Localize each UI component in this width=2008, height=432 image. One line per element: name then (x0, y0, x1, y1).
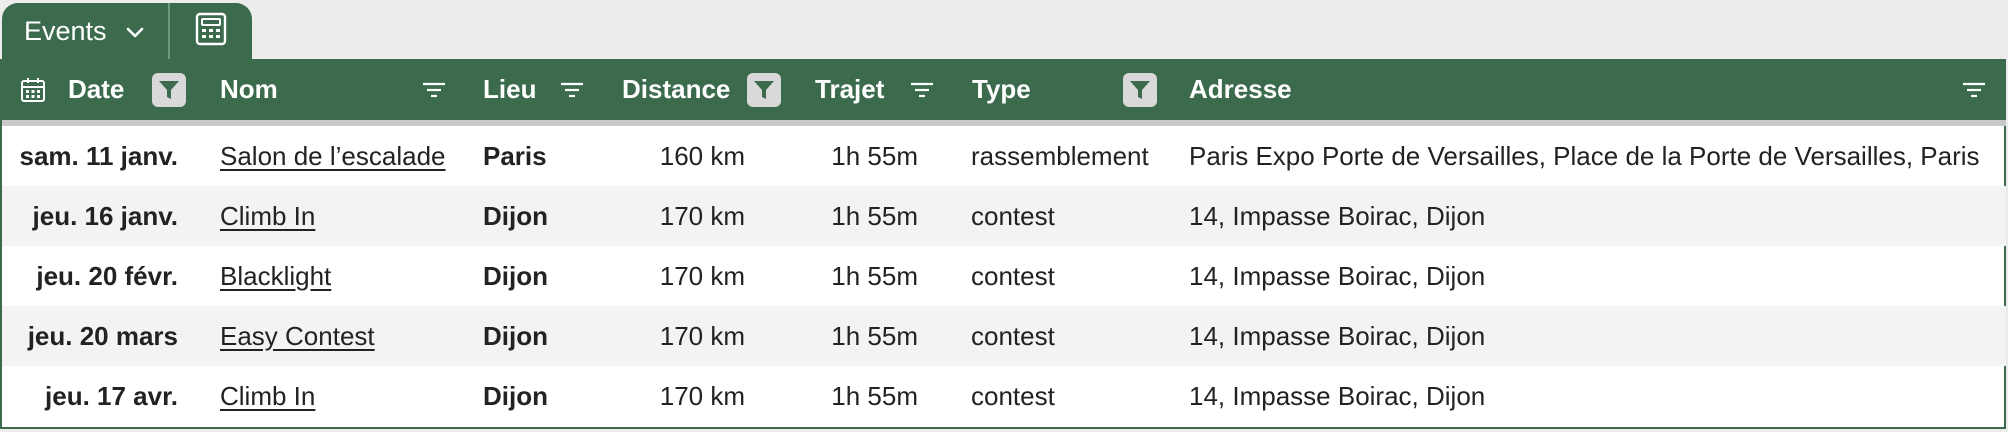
filter-button-date[interactable] (152, 59, 186, 120)
table-row[interactable]: sam. 11 janv. Salon de l’escalade Paris … (2, 126, 2006, 186)
calculator-icon (194, 12, 228, 51)
tab-events-label: Events (24, 16, 107, 46)
event-link[interactable]: Climb In (220, 200, 316, 231)
table-row[interactable]: jeu. 16 janv. Climb In Dijon 170 km 1h 5… (2, 186, 2006, 246)
tab-group: Events (2, 3, 252, 60)
cell-date: sam. 11 janv. (19, 140, 178, 171)
column-label-type: Type (972, 74, 1031, 104)
chevron-down-icon (125, 25, 145, 39)
tab-calculator[interactable] (170, 3, 252, 60)
cell-lieu: Paris (483, 140, 547, 171)
cell-type: contest (971, 260, 1055, 291)
cell-nom: Climb In (220, 366, 315, 426)
column-label-nom: Nom (220, 74, 278, 104)
cell-adresse: 14, Impasse Boirac, Dijon (1189, 260, 1486, 291)
filter-button-distance[interactable] (747, 59, 781, 120)
cell-adresse: 14, Impasse Boirac, Dijon (1189, 320, 1486, 351)
sort-lines-icon (421, 80, 447, 100)
sort-lines-icon (909, 80, 935, 100)
table-row[interactable]: jeu. 20 mars Easy Contest Dijon 170 km 1… (2, 306, 2006, 366)
column-label-lieu: Lieu (483, 74, 537, 104)
event-link[interactable]: Blacklight (220, 260, 332, 291)
event-link[interactable]: Climb In (220, 380, 316, 411)
cell-trajet: 1h 55m (831, 260, 918, 291)
event-link[interactable]: Salon de l’escalade (220, 140, 446, 171)
events-table: Date Nom Lieu (0, 59, 2006, 429)
filter-funnel-icon (152, 72, 186, 107)
cell-distance: 170 km (659, 380, 745, 411)
sort-lines-icon (559, 80, 585, 100)
sort-button-adresse[interactable] (1961, 59, 1987, 120)
cell-nom: Climb In (220, 186, 315, 246)
column-header-type[interactable]: Type (972, 59, 1031, 120)
column-label-trajet: Trajet (815, 74, 885, 104)
cell-date: jeu. 20 févr. (36, 260, 178, 291)
column-header-trajet[interactable]: Trajet (815, 59, 884, 120)
sort-button-nom[interactable] (421, 59, 447, 120)
column-header-nom[interactable]: Nom (220, 59, 278, 120)
cell-trajet: 1h 55m (831, 140, 918, 171)
cell-adresse: 14, Impasse Boirac, Dijon (1189, 380, 1486, 411)
cell-type: contest (971, 320, 1055, 351)
cell-nom: Easy Contest (220, 306, 375, 366)
cell-date: jeu. 16 janv. (32, 200, 178, 231)
cell-distance: 170 km (659, 200, 745, 231)
tab-events[interactable]: Events (2, 3, 170, 60)
event-link[interactable]: Easy Contest (220, 320, 375, 351)
column-header-adresse[interactable]: Adresse (1189, 59, 1292, 120)
filter-funnel-icon (747, 72, 781, 107)
cell-trajet: 1h 55m (831, 380, 918, 411)
filter-button-type[interactable] (1123, 59, 1157, 120)
cell-type: rassemblement (971, 140, 1149, 171)
cell-trajet: 1h 55m (831, 320, 918, 351)
cell-distance: 170 km (659, 320, 745, 351)
tab-strip: Events (0, 0, 2008, 60)
header-divider (2, 120, 2006, 126)
cell-distance: 160 km (659, 140, 745, 171)
column-label-adresse: Adresse (1189, 74, 1292, 104)
cell-date: jeu. 20 mars (27, 320, 178, 351)
calendar-icon (20, 77, 46, 103)
column-header-lieu[interactable]: Lieu (483, 59, 536, 120)
cell-adresse: 14, Impasse Boirac, Dijon (1189, 200, 1486, 231)
cell-adresse: Paris Expo Porte de Versailles, Place de… (1189, 140, 1980, 171)
cell-nom: Salon de l’escalade (220, 126, 446, 186)
cell-type: contest (971, 380, 1055, 411)
filter-funnel-icon (1123, 72, 1157, 107)
cell-lieu: Dijon (483, 380, 548, 411)
table-row[interactable]: jeu. 20 févr. Blacklight Dijon 170 km 1h… (2, 246, 2006, 306)
sort-button-trajet[interactable] (909, 59, 935, 120)
cell-lieu: Dijon (483, 260, 548, 291)
cell-nom: Blacklight (220, 246, 331, 306)
table-header: Date Nom Lieu (2, 59, 2006, 120)
cell-date: jeu. 17 avr. (45, 380, 178, 411)
column-header-distance[interactable]: Distance (622, 59, 730, 120)
column-header-date[interactable]: Date (20, 59, 124, 120)
cell-lieu: Dijon (483, 200, 548, 231)
table-row[interactable]: jeu. 17 avr. Climb In Dijon 170 km 1h 55… (2, 366, 2006, 426)
cell-type: contest (971, 200, 1055, 231)
column-label-distance: Distance (622, 74, 731, 104)
cell-trajet: 1h 55m (831, 200, 918, 231)
cell-distance: 170 km (659, 260, 745, 291)
cell-lieu: Dijon (483, 320, 548, 351)
column-label-date: Date (68, 74, 125, 104)
sort-lines-icon (1961, 80, 1987, 100)
sort-button-lieu[interactable] (559, 59, 585, 120)
